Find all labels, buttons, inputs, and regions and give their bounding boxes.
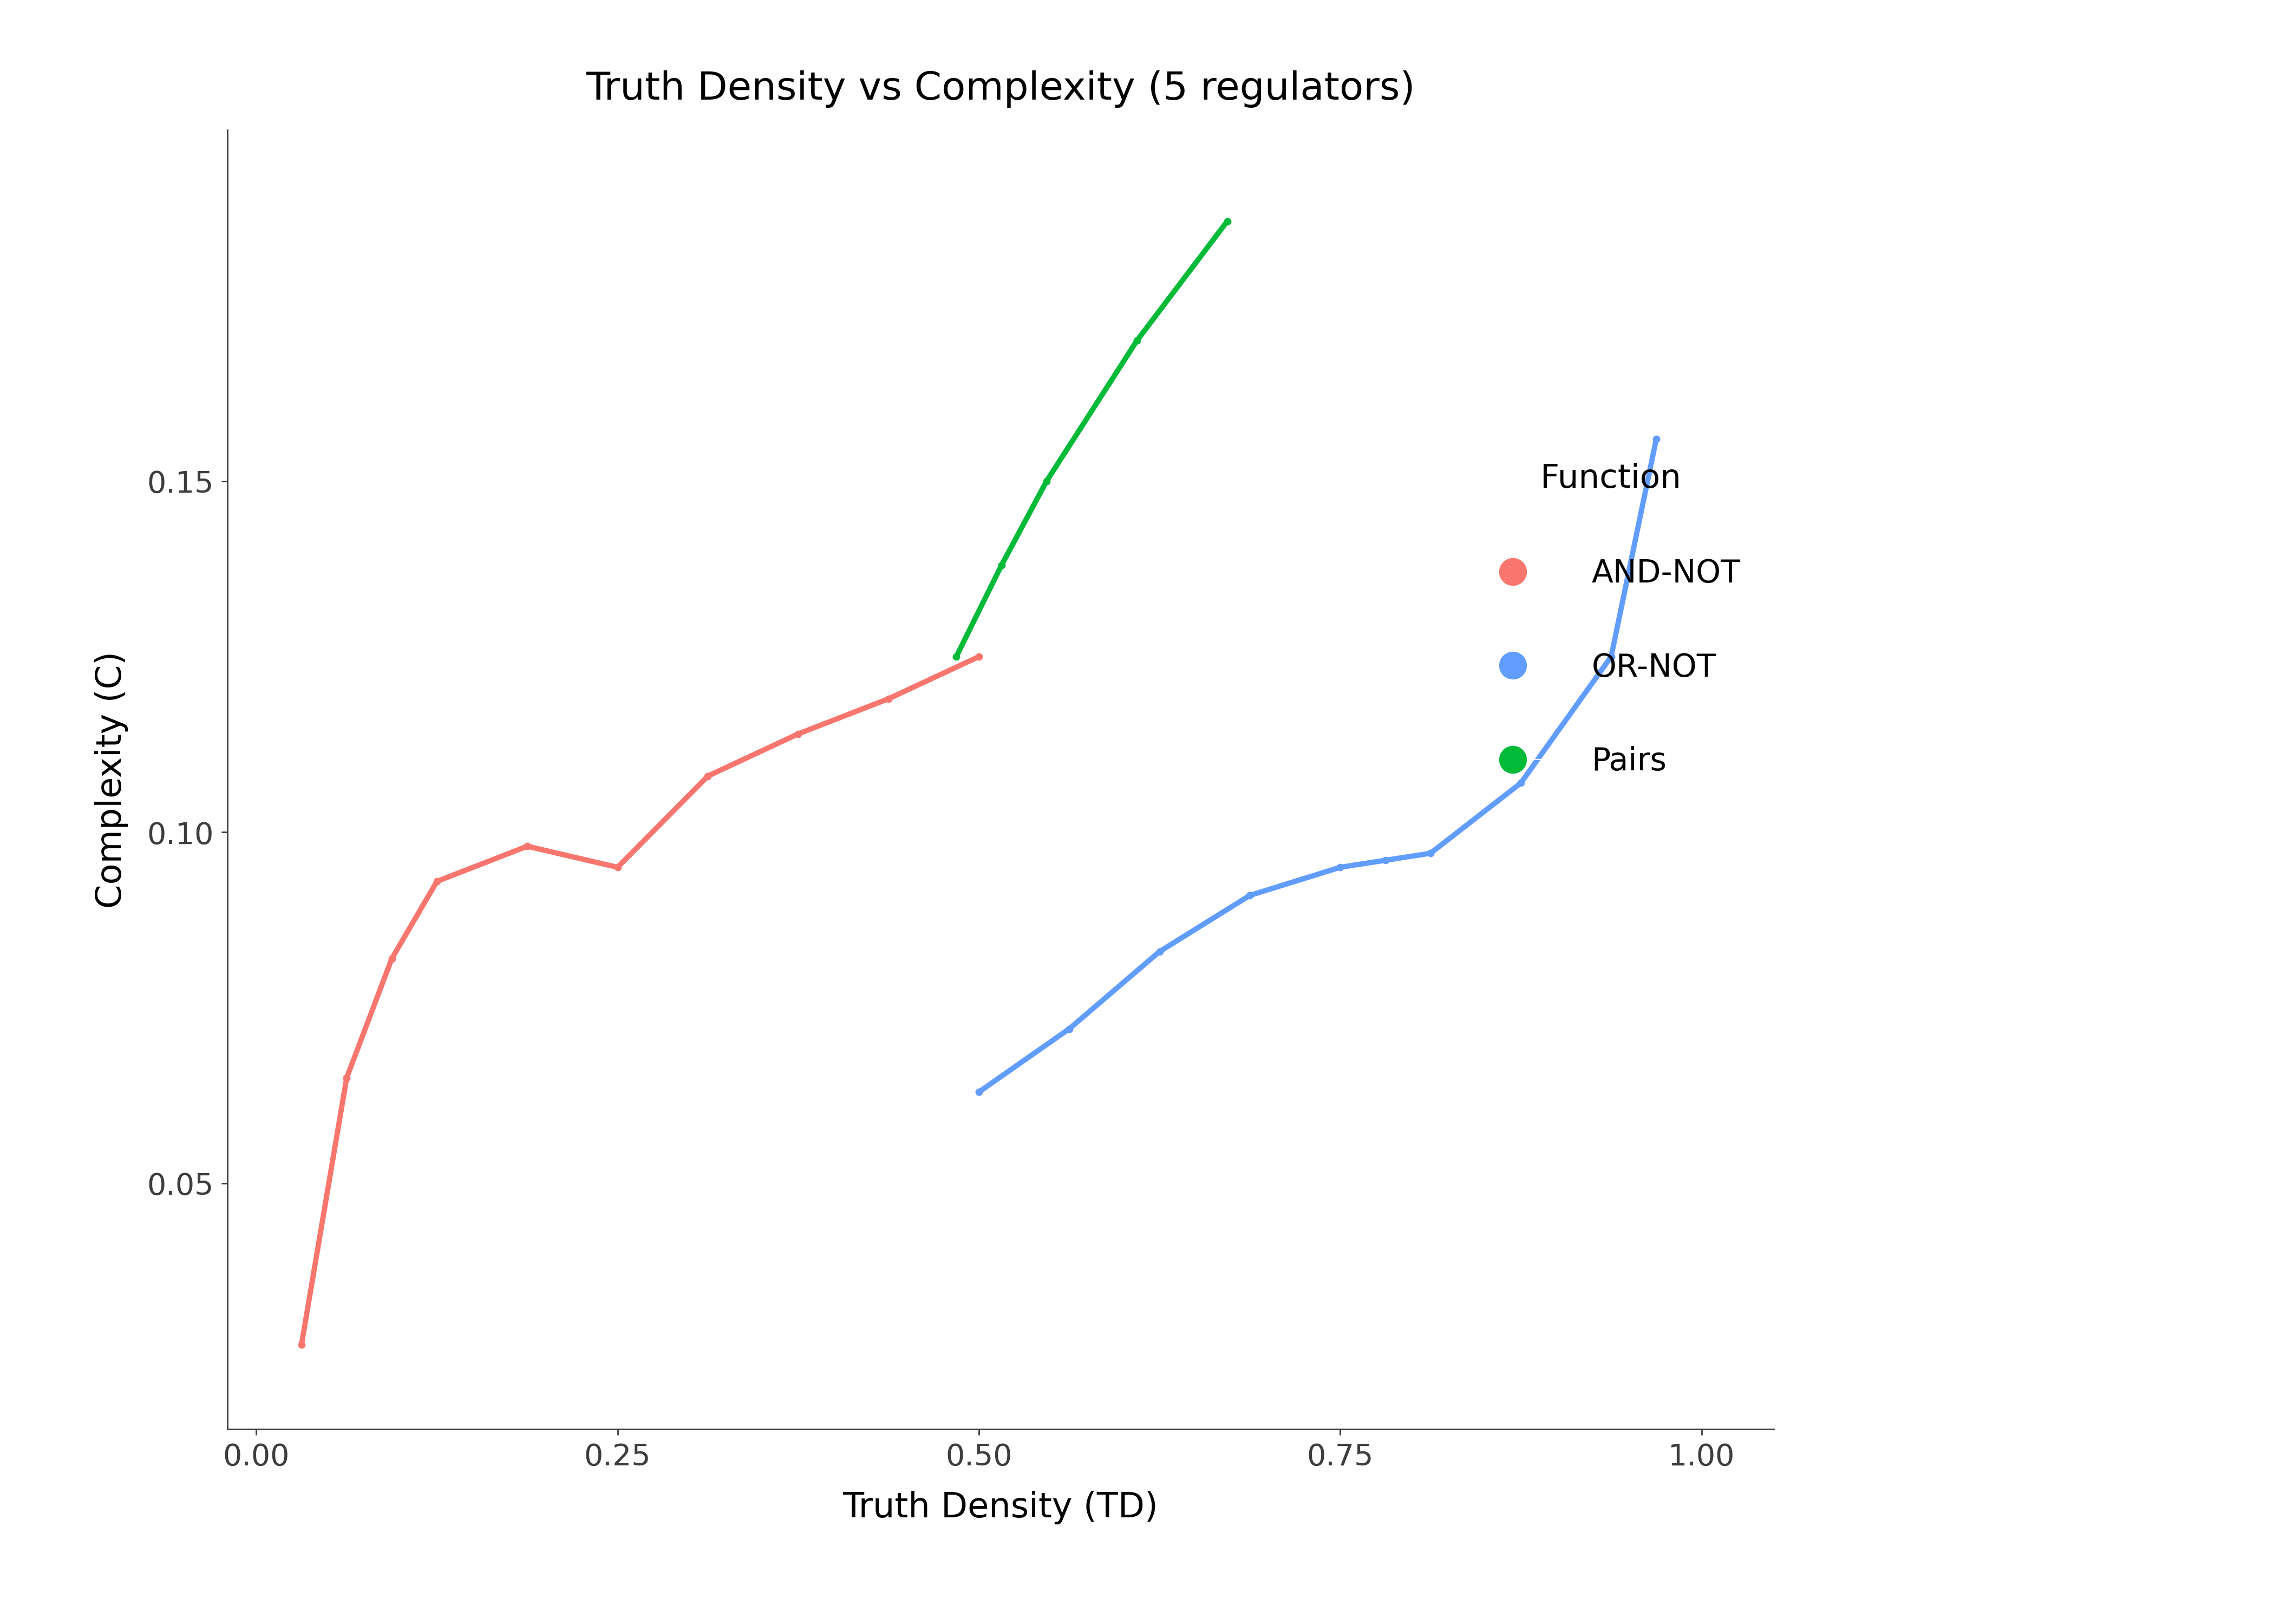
Point — [1210, 208, 1246, 234]
Point — [1051, 1017, 1087, 1043]
Title: Truth Density vs Complexity (5 regulators): Truth Density vs Complexity (5 regulator… — [587, 70, 1414, 107]
Point — [1503, 770, 1539, 796]
Point — [418, 869, 455, 895]
Point — [1119, 328, 1155, 354]
Point — [1233, 882, 1269, 908]
Point — [1637, 425, 1674, 451]
Point — [1142, 939, 1178, 965]
Point — [939, 643, 976, 669]
Point — [284, 1332, 321, 1358]
X-axis label: Truth Density (TD): Truth Density (TD) — [844, 1491, 1157, 1525]
Point — [1367, 848, 1403, 874]
Point — [373, 945, 409, 971]
Legend: AND-NOT, OR-NOT, Pairs: AND-NOT, OR-NOT, Pairs — [1449, 432, 1771, 809]
Point — [1412, 840, 1449, 866]
Point — [871, 685, 907, 711]
Point — [1594, 643, 1630, 669]
Point — [1321, 854, 1358, 880]
Point — [960, 643, 996, 669]
Point — [780, 721, 816, 747]
Point — [509, 833, 546, 859]
Point — [689, 763, 725, 789]
Point — [1028, 468, 1064, 494]
Point — [982, 552, 1019, 578]
Point — [327, 1065, 364, 1091]
Point — [960, 1078, 996, 1104]
Y-axis label: Complexity (C): Complexity (C) — [96, 651, 127, 908]
Point — [600, 854, 637, 880]
